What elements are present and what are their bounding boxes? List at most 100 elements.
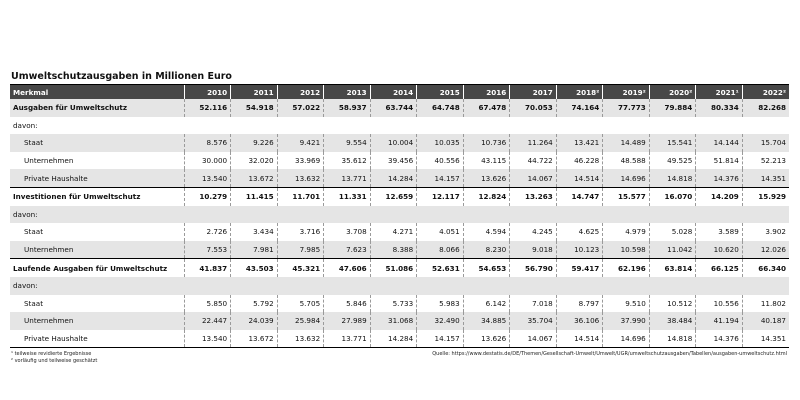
value-cell: 11.802 <box>760 298 786 308</box>
value-cell: 14.818 <box>649 169 697 188</box>
value-cell: 9.226 <box>230 134 278 152</box>
value-cell: 74.164 <box>556 99 604 117</box>
value-cell: 7.985 <box>277 240 325 259</box>
header-year: 2020² <box>649 85 697 99</box>
value-cell: 34.885 <box>463 312 511 330</box>
value-cell: 14.747 <box>556 186 604 206</box>
source-note: Quelle: https://www.destatis.de/DE/Theme… <box>432 351 787 358</box>
value-cell: 14.376 <box>695 329 743 349</box>
value-cell: 79.884 <box>649 99 697 117</box>
total-row: Ausgaben für Umweltschutz 52.116 54.918 57.… <box>10 99 789 117</box>
table-title: Umweltschutzausgaben in Millionen Euro <box>11 71 232 82</box>
row-label: davon: <box>13 120 38 130</box>
value-cell: 7.553 <box>184 240 232 259</box>
value-cell: 13.672 <box>230 329 278 349</box>
value-cell: 58.937 <box>323 99 371 117</box>
value-cell: 14.157 <box>416 169 464 188</box>
value-cell: 5.850 <box>184 294 232 313</box>
value-cell: 11.331 <box>323 186 371 206</box>
value-cell: 16.070 <box>649 186 697 206</box>
value-cell: 10.512 <box>649 294 697 313</box>
value-cell: 14.696 <box>602 329 650 349</box>
header-year: 2016 <box>463 85 511 99</box>
value-cell: 5.983 <box>416 294 464 313</box>
header-year: 2018² <box>556 85 604 99</box>
row-label: Staat <box>10 223 185 241</box>
value-cell: 10.004 <box>370 134 418 152</box>
value-cell: 12.824 <box>463 186 511 206</box>
value-cell: 4.271 <box>370 223 418 241</box>
value-cell: 13.771 <box>323 169 371 188</box>
row-label: Investitionen für Umweltschutz <box>10 186 185 206</box>
value-cell: 9.554 <box>323 134 371 152</box>
value-cell: 44.722 <box>509 151 557 170</box>
value-cell: 40.556 <box>416 151 464 170</box>
header-row: Merkmal 2010 2011 2012 2013 2014 2015 2016 2017 2… <box>10 85 789 99</box>
value-cell: 13.626 <box>463 329 511 349</box>
total-row: Laufende Ausgaben für Umweltschutz 41.837… <box>10 258 789 277</box>
value-cell: 66.125 <box>695 258 743 277</box>
value-cell: 11.264 <box>509 134 557 152</box>
value-cell: 14.351 <box>742 169 789 188</box>
value-cell: 5.733 <box>370 294 418 313</box>
value-cell: 41.837 <box>184 258 232 277</box>
value-cell: 24.039 <box>230 312 278 330</box>
row-label: Staat <box>10 134 185 152</box>
value-cell: 9.421 <box>277 134 325 152</box>
value-cell: 5.028 <box>649 223 697 241</box>
row-label: Unternehmen <box>10 151 185 170</box>
value-cell: 52.213 <box>760 156 786 166</box>
row-label: Unternehmen <box>10 240 185 259</box>
table-row: Unternehmen 7.553 7.981 7.985 7.623 8.388 8.06… <box>10 240 789 259</box>
value-cell: 52.631 <box>416 258 464 277</box>
davon-row: davon: <box>10 276 789 295</box>
value-cell: 54.918 <box>230 99 278 117</box>
value-cell: 15.929 <box>742 186 789 206</box>
value-cell: 59.417 <box>556 258 604 277</box>
value-cell: 14.157 <box>416 329 464 349</box>
value-cell: 43.503 <box>230 258 278 277</box>
header-year: 2019² <box>602 85 650 99</box>
value-cell: 15.541 <box>649 134 697 152</box>
value-cell: 38.484 <box>649 312 697 330</box>
row-label: Unternehmen <box>10 312 185 330</box>
value-cell: 7.623 <box>323 240 371 259</box>
value-cell: 67.478 <box>463 99 511 117</box>
value-cell: 8.230 <box>463 240 511 259</box>
value-cell: 4.979 <box>602 223 650 241</box>
value-cell: 37.990 <box>602 312 650 330</box>
header-year: 2022² <box>742 85 789 99</box>
row-label: Laufende Ausgaben für Umweltschutz <box>10 258 185 277</box>
table-figure: Umweltschutzausgaben in Millionen Euro M… <box>10 70 789 381</box>
value-cell: 10.620 <box>695 240 743 259</box>
value-cell: 13.672 <box>230 169 278 188</box>
value-cell: 51.086 <box>370 258 418 277</box>
value-cell: 31.068 <box>370 312 418 330</box>
value-cell: 32.490 <box>416 312 464 330</box>
value-cell: 4.245 <box>509 223 557 241</box>
value-cell: 30.000 <box>184 151 232 170</box>
value-cell: 12.117 <box>416 186 464 206</box>
header-year: 2012 <box>277 85 325 99</box>
value-cell: 82.268 <box>742 99 789 117</box>
value-cell: 43.115 <box>463 151 511 170</box>
header-year: 2021¹ <box>695 85 743 99</box>
value-cell: 10.035 <box>416 134 464 152</box>
value-cell: 63.744 <box>370 99 418 117</box>
table-row: Private Haushalte 13.540 13.672 13.632 13.77… <box>10 329 789 349</box>
value-cell: 51.814 <box>695 151 743 170</box>
table-row: Staat 8.576 9.226 9.421 9.554 10.004 10.035 10.… <box>10 134 789 152</box>
value-cell: 7.981 <box>230 240 278 259</box>
value-cell: 8.797 <box>556 294 604 313</box>
value-cell: 8.388 <box>370 240 418 259</box>
value-cell: 32.020 <box>230 151 278 170</box>
value-cell: 49.525 <box>649 151 697 170</box>
value-cell: 7.018 <box>509 294 557 313</box>
value-cell: 27.989 <box>323 312 371 330</box>
value-cell: 6.142 <box>463 294 511 313</box>
value-cell: 12.026 <box>742 240 789 259</box>
value-cell: 15.704 <box>742 134 789 152</box>
value-cell: 46.228 <box>556 151 604 170</box>
value-cell: 4.625 <box>556 223 604 241</box>
table-row: Staat 2.726 3.434 3.716 3.708 4.271 4.051 4.594… <box>10 223 789 241</box>
